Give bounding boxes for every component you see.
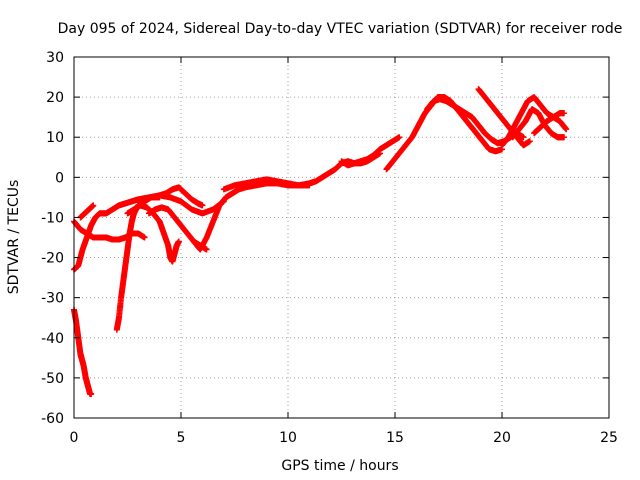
y-axis-label: SDTVAR / TECUs bbox=[6, 180, 22, 295]
y-tick-label: 20 bbox=[46, 90, 64, 106]
data-point-marker bbox=[90, 202, 97, 209]
x-axis-label: GPS time / hours bbox=[281, 458, 398, 474]
x-tick-label: 20 bbox=[493, 430, 511, 446]
data-point-marker bbox=[203, 246, 210, 253]
data-point-marker bbox=[199, 202, 206, 209]
series-arc-11 bbox=[338, 134, 403, 169]
tick-labels: 0 5 10 15 20 25 30 20 10 0 -10 -20 -30 -40 -50 -60 bbox=[41, 50, 618, 446]
y-tick-label: -50 bbox=[41, 371, 64, 387]
x-tick-label: 0 bbox=[70, 430, 79, 446]
x-tick-label: 5 bbox=[177, 430, 186, 446]
x-tick-label: 10 bbox=[279, 430, 297, 446]
y-tick-label: -10 bbox=[41, 210, 64, 226]
x-tick-label: 25 bbox=[600, 430, 618, 446]
data-point-marker bbox=[396, 134, 403, 141]
series-arc-17 bbox=[531, 110, 568, 137]
data-point-marker bbox=[88, 390, 95, 397]
chart-title: Day 095 of 2024, Sidereal Day-to-day VTE… bbox=[58, 21, 623, 37]
series-arc-15 bbox=[499, 94, 570, 149]
y-tick-label: -60 bbox=[41, 411, 64, 427]
series-arc-8 bbox=[156, 184, 206, 209]
data-points bbox=[71, 86, 570, 397]
series-arc-4 bbox=[77, 202, 97, 221]
data-point-marker bbox=[563, 126, 570, 133]
data-point-marker bbox=[561, 134, 568, 141]
data-point-marker bbox=[175, 238, 182, 245]
y-tick-label: -40 bbox=[41, 331, 64, 347]
data-point-marker bbox=[520, 134, 527, 141]
y-tick-label: 30 bbox=[46, 50, 64, 66]
y-tick-label: -30 bbox=[41, 291, 64, 307]
data-point-marker bbox=[526, 138, 533, 145]
x-tick-label: 15 bbox=[386, 430, 404, 446]
data-point-marker bbox=[141, 234, 148, 241]
data-point-marker bbox=[561, 110, 568, 117]
y-tick-label: 0 bbox=[55, 170, 64, 186]
axis-ticks bbox=[73, 56, 610, 419]
y-tick-label: -20 bbox=[41, 251, 64, 267]
plot-frame bbox=[73, 56, 610, 419]
y-tick-label: 10 bbox=[46, 130, 64, 146]
series-arc-2 bbox=[71, 218, 148, 243]
